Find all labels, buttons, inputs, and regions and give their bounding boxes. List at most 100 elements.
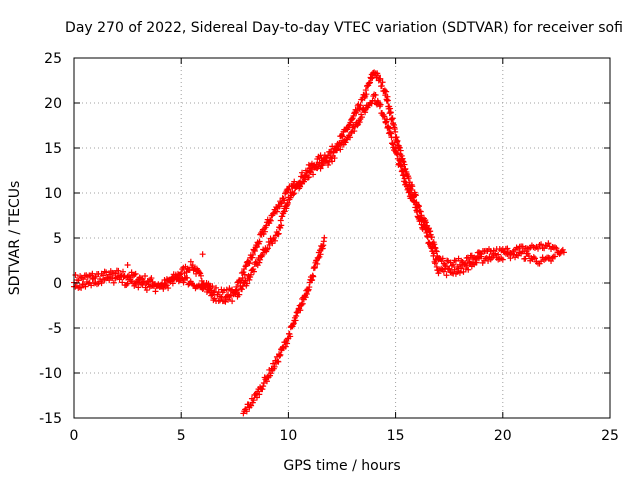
data-point bbox=[549, 254, 556, 261]
data-point bbox=[519, 248, 526, 255]
data-point bbox=[214, 291, 221, 298]
data-point bbox=[334, 147, 341, 154]
data-point bbox=[249, 254, 256, 261]
data-point bbox=[552, 244, 559, 251]
data-point bbox=[490, 247, 497, 254]
y-tick-label: 25 bbox=[44, 51, 62, 67]
data-point bbox=[175, 278, 182, 285]
data-point bbox=[225, 296, 232, 303]
y-tick-label: -5 bbox=[48, 321, 62, 337]
data-point bbox=[492, 250, 499, 257]
x-axis-label: GPS time / hours bbox=[283, 458, 400, 474]
data-point bbox=[221, 298, 228, 305]
data-point bbox=[422, 226, 429, 233]
data-point bbox=[327, 154, 334, 161]
x-tick-label: 0 bbox=[70, 428, 79, 444]
data-point bbox=[177, 271, 184, 278]
data-point bbox=[226, 293, 233, 300]
data-point bbox=[458, 257, 465, 264]
data-point bbox=[217, 297, 224, 304]
data-point bbox=[120, 274, 127, 281]
data-point bbox=[236, 291, 243, 298]
data-point bbox=[124, 262, 131, 268]
data-point bbox=[297, 307, 304, 314]
data-point bbox=[179, 266, 186, 273]
data-point bbox=[276, 203, 283, 210]
y-tick-label: 20 bbox=[44, 96, 62, 112]
axis-ticks: 0 5 10 15 20 25 -15 -10 -5 0 5 10 15 20 25 bbox=[39, 51, 619, 444]
x-tick-label: 10 bbox=[279, 428, 297, 444]
x-tick-label: 5 bbox=[177, 428, 186, 444]
data-point bbox=[439, 255, 446, 262]
y-tick-label: 15 bbox=[44, 141, 62, 157]
data-point bbox=[530, 254, 537, 261]
data-point bbox=[247, 271, 254, 278]
data-point bbox=[448, 262, 455, 269]
data-point bbox=[165, 285, 172, 292]
data-point bbox=[148, 275, 155, 282]
y-tick-label: 5 bbox=[53, 231, 62, 247]
data-point bbox=[98, 280, 105, 287]
data-point bbox=[143, 287, 150, 294]
data-point bbox=[250, 397, 257, 404]
data-point bbox=[291, 190, 298, 197]
data-point bbox=[110, 279, 117, 286]
data-point bbox=[75, 277, 82, 284]
y-tick-label: 0 bbox=[53, 276, 62, 292]
data-point bbox=[398, 163, 405, 170]
y-axis-label: SDTVAR / TECUs bbox=[7, 181, 23, 296]
data-point bbox=[290, 191, 297, 198]
data-point bbox=[357, 102, 364, 109]
data-point bbox=[331, 155, 338, 162]
data-point bbox=[392, 128, 399, 135]
data-point bbox=[504, 245, 511, 252]
data-point bbox=[415, 203, 422, 210]
data-point bbox=[423, 229, 430, 236]
data-point bbox=[169, 280, 176, 287]
data-point bbox=[190, 282, 197, 289]
data-point bbox=[138, 275, 144, 282]
data-point bbox=[239, 275, 246, 282]
data-point bbox=[263, 378, 270, 385]
chart-title: Day 270 of 2022, Sidereal Day-to-day VTE… bbox=[65, 20, 623, 36]
data-point bbox=[267, 217, 274, 224]
data-point bbox=[246, 260, 253, 267]
data-point bbox=[337, 146, 344, 153]
data-point bbox=[400, 172, 407, 179]
data-marks bbox=[71, 69, 567, 417]
data-point bbox=[264, 245, 271, 252]
data-point bbox=[347, 134, 354, 141]
data-point bbox=[180, 279, 187, 286]
data-point bbox=[267, 216, 274, 223]
data-point bbox=[261, 228, 268, 235]
data-point bbox=[233, 287, 240, 294]
data-point bbox=[227, 292, 234, 299]
data-point bbox=[319, 162, 326, 169]
series-rising-outlier bbox=[240, 234, 328, 417]
data-point bbox=[473, 259, 480, 266]
y-tick-label: -10 bbox=[39, 366, 62, 382]
data-point bbox=[464, 262, 471, 269]
data-point bbox=[443, 272, 450, 279]
data-point bbox=[184, 274, 191, 281]
data-point bbox=[545, 240, 552, 247]
data-point bbox=[298, 301, 305, 308]
data-point bbox=[276, 352, 283, 359]
x-tick-label: 25 bbox=[601, 428, 619, 444]
data-point bbox=[388, 134, 395, 141]
data-point bbox=[221, 287, 228, 294]
data-point bbox=[256, 238, 263, 245]
data-point bbox=[132, 270, 139, 277]
data-point bbox=[271, 363, 278, 370]
data-point bbox=[448, 269, 455, 276]
data-point bbox=[213, 284, 220, 291]
data-point bbox=[199, 251, 206, 258]
data-point bbox=[538, 241, 545, 248]
data-point bbox=[421, 218, 428, 225]
data-point bbox=[120, 268, 127, 275]
data-point bbox=[277, 200, 284, 207]
data-point bbox=[379, 79, 386, 86]
data-point bbox=[115, 267, 122, 274]
data-point bbox=[131, 271, 138, 278]
